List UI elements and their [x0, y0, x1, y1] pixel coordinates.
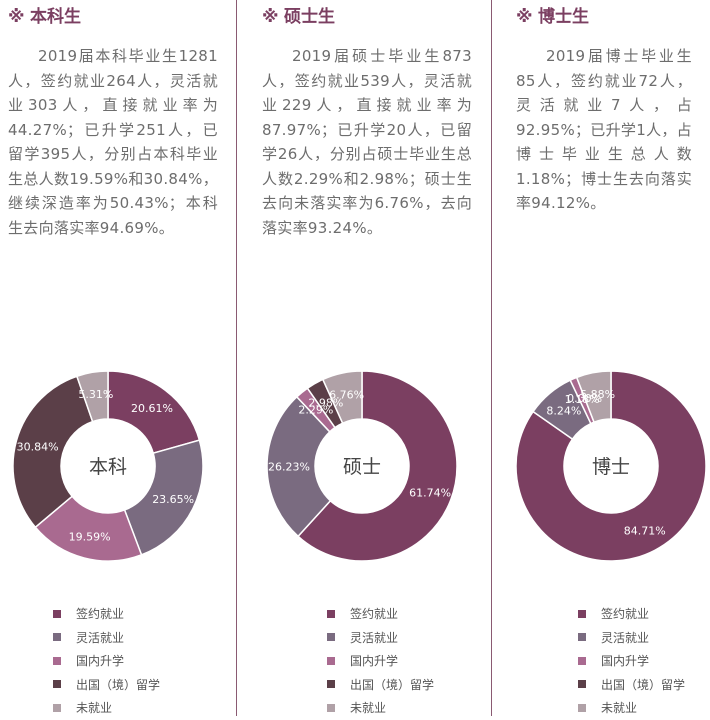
donut-slice-unemployed [575, 370, 612, 424]
legend-item-domestic-study: 国内升学 [578, 649, 685, 673]
data-label-unemployed: 5.88% [580, 388, 615, 401]
donut-center-label: 博士 [592, 456, 630, 478]
legend-label: 出国（境）留学 [601, 677, 686, 692]
legend-swatch [578, 703, 586, 712]
legend-item-unemployed: 未就业 [327, 696, 434, 720]
column-doctoral: ※ 博士生 2019届博士毕业生85人，签约就业72人，灵活就业7人，占92.95… [515, 0, 710, 716]
data-label-signed: 84.71% [624, 525, 666, 538]
reference-mark-icon: ※ [8, 7, 25, 27]
legend-item-study-abroad: 出国（境）留学 [53, 673, 160, 697]
column-master: ※ 硕士生 2019届硕士毕业生873人，签约就业539人，灵活就业229人，直接… [262, 0, 482, 716]
chart-legend: 签约就业灵活就业国内升学出国（境）留学 未就业 [327, 602, 434, 720]
legend-label: 出国（境）留学 [76, 677, 161, 692]
legend-item-study-abroad: 出国（境）留学 [327, 673, 434, 697]
legend-label: 国内升学 [76, 654, 125, 669]
section-heading: ※ 博士生 [516, 2, 589, 27]
donut-slice-unemployed [75, 370, 109, 423]
column-divider-2 [491, 0, 492, 716]
data-label-study-abroad: 2.98% [308, 397, 343, 410]
donut-slice-signed [515, 370, 707, 562]
section-title: 本科生 [30, 7, 81, 27]
chart-legend: 签约就业灵活就业国内升学出国（境）留学 未就业 [53, 602, 160, 720]
section-heading: ※ 本科生 [8, 2, 81, 27]
legend-swatch [578, 680, 586, 689]
legend-item-study-abroad: 出国（境）留学 [578, 673, 685, 697]
legend-item-flexible: 灵活就业 [327, 626, 434, 650]
legend-item-unemployed: 未就业 [53, 696, 160, 720]
legend-item-flexible: 灵活就业 [53, 626, 160, 650]
section-title: 硕士生 [284, 7, 335, 27]
donut-chart-undergraduate: 本科 20.61% 23.65% 19.59% 30.84% 5.31% [12, 370, 204, 562]
section-heading: ※ 硕士生 [262, 2, 335, 27]
legend-swatch [327, 703, 335, 712]
legend-swatch [578, 609, 586, 618]
donut-slice-study-abroad [12, 375, 94, 529]
donut-hole [62, 420, 154, 512]
data-label-flexible: 8.24% [546, 404, 581, 417]
donut-slice-signed [297, 370, 458, 562]
legend-label: 签约就业 [601, 607, 650, 622]
donut-chart-doctoral: 博士 84.71% 8.24%1.18%0.00%5.88% [515, 370, 707, 562]
data-label-study-abroad: 30.84% [17, 441, 59, 454]
legend-label: 签约就业 [76, 607, 125, 622]
legend-swatch [327, 633, 335, 642]
reference-mark-icon: ※ [262, 7, 279, 27]
data-label-domestic-study: 2.29% [298, 403, 333, 416]
legend-label: 灵活就业 [350, 630, 399, 645]
data-label-domestic-study: 1.18% [565, 393, 600, 406]
data-label-unemployed: 6.76% [329, 389, 364, 402]
data-label-flexible: 23.65% [152, 493, 194, 506]
legend-item-flexible: 灵活就业 [578, 626, 685, 650]
legend-swatch [327, 609, 335, 618]
legend-label: 灵活就业 [76, 630, 125, 645]
legend-swatch [53, 680, 61, 689]
legend-swatch [53, 703, 61, 712]
legend-label: 未就业 [601, 701, 638, 716]
legend-swatch [327, 680, 335, 689]
section-title: 博士生 [538, 7, 589, 27]
legend-swatch [53, 656, 61, 665]
legend-label: 国内升学 [350, 654, 399, 669]
legend-label: 国内升学 [601, 654, 650, 669]
data-label-domestic-study: 19.59% [69, 531, 111, 544]
donut-slice-unemployed [321, 370, 363, 425]
donut-center-label: 硕士 [343, 456, 381, 478]
donut-hole [565, 420, 657, 512]
column-undergraduate: ※ 本科生 2019届本科毕业生1281人，签约就业264人，灵活就业303人，直… [8, 0, 228, 716]
legend-swatch [578, 656, 586, 665]
legend-item-unemployed: 未就业 [578, 696, 685, 720]
legend-item-domestic-study: 国内升学 [53, 649, 160, 673]
chart-legend: 签约就业灵活就业国内升学出国（境）留学 未就业 [578, 602, 685, 720]
legend-label: 签约就业 [350, 607, 399, 622]
legend-label: 未就业 [76, 701, 113, 716]
donut-hole [316, 420, 408, 512]
section-paragraph: 2019届博士毕业生85人，签约就业72人，灵活就业7人，占92.95%；已升学… [516, 47, 692, 212]
donut-center-label: 本科 [89, 456, 127, 478]
donut-slice-flexible [123, 439, 204, 556]
legend-item-domestic-study: 国内升学 [327, 649, 434, 673]
legend-item-signed: 签约就业 [53, 602, 160, 626]
column-divider-1 [236, 0, 237, 716]
section-paragraph: 2019届本科毕业生1281人，签约就业264人，灵活就业303人，直接就业率为… [8, 47, 218, 237]
legend-label: 灵活就业 [601, 630, 650, 645]
legend-swatch [578, 633, 586, 642]
legend-swatch [327, 656, 335, 665]
section-paragraph: 2019届硕士毕业生873人，签约就业539人，灵活就业229人，直接就业率为8… [262, 47, 472, 237]
legend-label: 未就业 [350, 701, 387, 716]
legend-swatch [53, 609, 61, 618]
legend-item-signed: 签约就业 [327, 602, 434, 626]
data-label-unemployed: 5.31% [78, 388, 113, 401]
data-label-signed: 20.61% [131, 402, 173, 415]
legend-item-signed: 签约就业 [578, 602, 685, 626]
legend-swatch [53, 633, 61, 642]
reference-mark-icon: ※ [516, 7, 533, 27]
data-label-study-abroad: 0.00% [567, 392, 602, 405]
donut-chart-master: 硕士 61.74% 26.23% 2.29%2.98%6.76% [266, 370, 458, 562]
donut-slice-flexible [266, 395, 332, 538]
donut-slice-signed [107, 370, 201, 455]
data-label-signed: 61.74% [409, 486, 451, 499]
data-label-flexible: 26.23% [268, 461, 310, 474]
legend-label: 出国（境）留学 [350, 677, 435, 692]
